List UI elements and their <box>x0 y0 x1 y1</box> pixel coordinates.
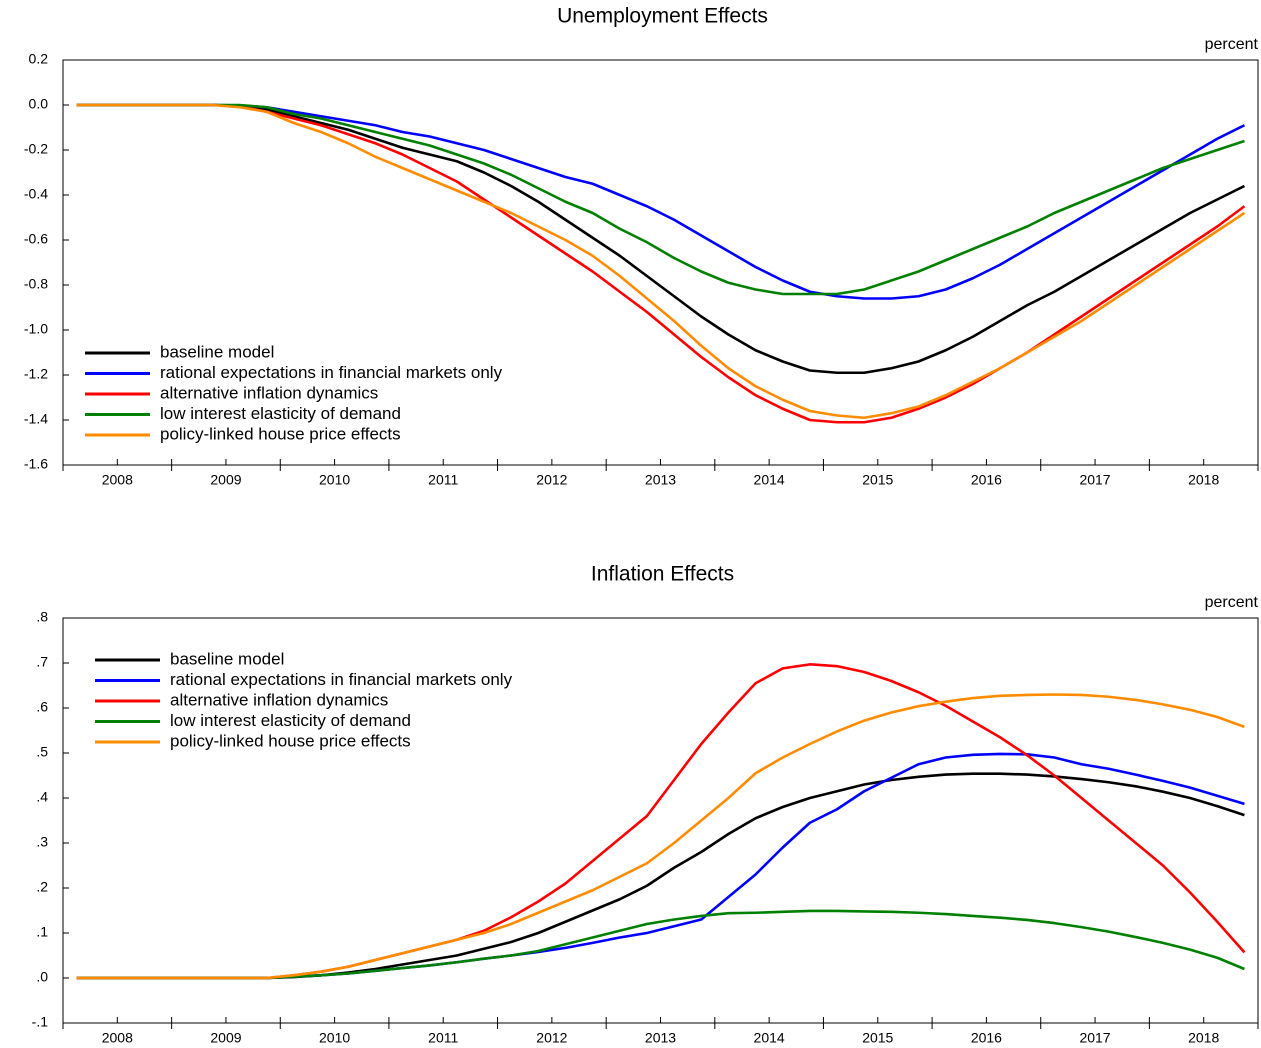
x-tick-label: 2013 <box>645 1030 676 1046</box>
legend-label: rational expectations in financial marke… <box>160 363 503 382</box>
x-tick-label: 2010 <box>319 1030 350 1046</box>
legend-label: policy-linked house price effects <box>160 424 401 443</box>
unit-label: percent <box>1205 36 1259 53</box>
x-tick-label: 2016 <box>971 1030 1002 1046</box>
series-line <box>76 103 1245 300</box>
y-tick-label: -1.0 <box>24 321 48 337</box>
series-line <box>76 909 1245 980</box>
y-tick-label: -0.4 <box>24 186 48 202</box>
x-tick-label: 2009 <box>210 472 241 488</box>
y-tick-label: -.1 <box>32 1014 49 1030</box>
y-tick-label: .3 <box>36 834 48 850</box>
series-line <box>76 103 1245 296</box>
y-tick-label: .7 <box>36 654 48 670</box>
y-tick-label: -1.2 <box>24 366 48 382</box>
legend-label: rational expectations in financial marke… <box>170 670 513 689</box>
legend-label: alternative inflation dynamics <box>170 690 388 709</box>
x-tick-label: 2018 <box>1188 1030 1219 1046</box>
x-tick-label: 2010 <box>319 472 350 488</box>
y-tick-label: .1 <box>36 924 48 940</box>
series-line <box>76 103 1245 375</box>
y-tick-label: -1.4 <box>24 411 48 427</box>
y-tick-label: .4 <box>36 789 48 805</box>
y-tick-label: -0.2 <box>24 141 48 157</box>
x-tick-label: 2011 <box>428 472 458 488</box>
legend-label: alternative inflation dynamics <box>160 383 378 402</box>
chart-title: Unemployment Effects <box>557 5 768 28</box>
x-tick-label: 2015 <box>862 1030 893 1046</box>
x-tick-label: 2017 <box>1079 472 1110 488</box>
y-tick-label: .5 <box>36 744 48 760</box>
x-tick-label: 2008 <box>102 1030 133 1046</box>
y-tick-label: .6 <box>36 699 48 715</box>
y-tick-label: -0.6 <box>24 231 48 247</box>
x-tick-label: 2014 <box>754 472 785 488</box>
y-tick-label: .0 <box>36 969 48 985</box>
y-tick-label: -0.8 <box>24 276 48 292</box>
series-line <box>76 772 1245 980</box>
x-tick-label: 2012 <box>536 472 567 488</box>
y-tick-label: -1.6 <box>24 456 48 472</box>
x-tick-label: 2013 <box>645 472 676 488</box>
legend-label: baseline model <box>170 649 284 668</box>
x-tick-label: 2014 <box>754 1030 785 1046</box>
x-tick-label: 2017 <box>1079 1030 1110 1046</box>
legend-label: low interest elasticity of demand <box>170 711 411 730</box>
legend-label: low interest elasticity of demand <box>160 404 401 423</box>
y-tick-label: 0.0 <box>29 96 49 112</box>
y-tick-label: .2 <box>36 879 48 895</box>
legend-label: policy-linked house price effects <box>170 731 411 750</box>
y-tick-label: .8 <box>36 609 48 625</box>
x-tick-label: 2018 <box>1188 472 1219 488</box>
x-tick-label: 2016 <box>971 472 1002 488</box>
y-tick-label: 0.2 <box>29 51 49 67</box>
series-line <box>76 693 1245 980</box>
series-line <box>76 103 1246 420</box>
x-tick-label: 2008 <box>102 472 133 488</box>
x-tick-label: 2009 <box>210 1030 241 1046</box>
x-tick-label: 2012 <box>536 1030 567 1046</box>
x-tick-label: 2015 <box>862 472 893 488</box>
x-tick-label: 2011 <box>428 1030 458 1046</box>
unit-label: percent <box>1205 594 1259 611</box>
legend-label: baseline model <box>160 342 274 361</box>
chart-title: Inflation Effects <box>591 563 734 586</box>
